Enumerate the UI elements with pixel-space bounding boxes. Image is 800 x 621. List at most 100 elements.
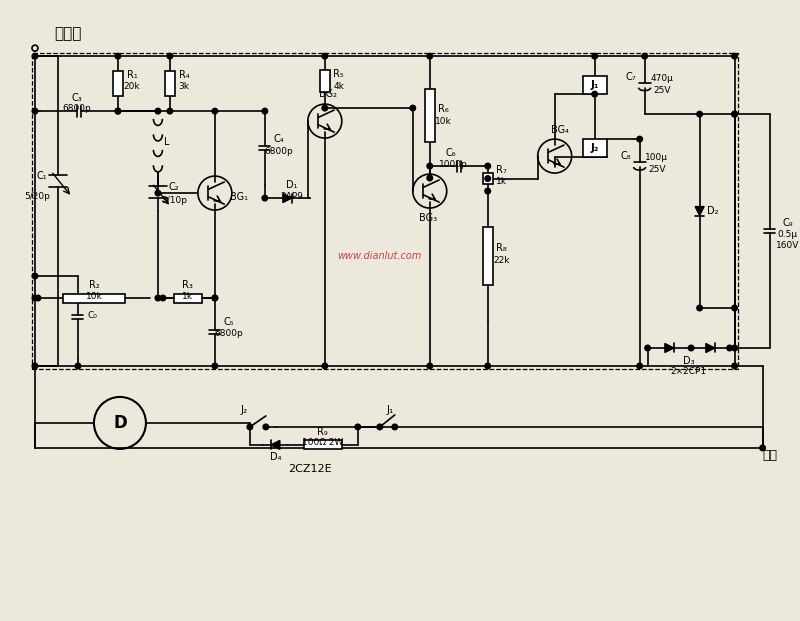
- Text: 0.5µ: 0.5µ: [778, 230, 798, 238]
- Bar: [32, 53, 738, 369]
- Text: C₇: C₇: [626, 72, 636, 82]
- Text: 25V: 25V: [648, 165, 666, 174]
- Text: R₆: R₆: [438, 104, 449, 114]
- Text: C₀: C₀: [87, 312, 97, 320]
- Text: 火线: 火线: [762, 450, 777, 463]
- Circle shape: [592, 53, 598, 59]
- Bar: [425, 89, 434, 142]
- Circle shape: [427, 175, 433, 181]
- Circle shape: [322, 53, 328, 59]
- Text: C₃: C₃: [71, 93, 82, 103]
- Text: 6800p: 6800p: [62, 104, 91, 112]
- Circle shape: [212, 295, 218, 301]
- Circle shape: [697, 305, 702, 310]
- Circle shape: [355, 424, 361, 430]
- Text: 2AP9: 2AP9: [280, 191, 302, 201]
- Text: 1k: 1k: [182, 291, 194, 301]
- Circle shape: [392, 424, 398, 430]
- Text: D₃: D₃: [683, 356, 694, 366]
- Text: C₉: C₉: [782, 218, 793, 228]
- Text: 100Ω 2W: 100Ω 2W: [302, 438, 343, 447]
- Text: C₄: C₄: [274, 134, 284, 144]
- Circle shape: [160, 295, 166, 301]
- Circle shape: [167, 108, 173, 114]
- Bar: [174, 294, 202, 302]
- Text: 3/10p: 3/10p: [161, 196, 187, 204]
- Text: 25V: 25V: [653, 86, 670, 94]
- Text: 100µ: 100µ: [645, 153, 668, 162]
- Circle shape: [485, 188, 490, 194]
- Text: R₄: R₄: [178, 70, 190, 79]
- Bar: [63, 294, 125, 302]
- Circle shape: [115, 108, 121, 114]
- Text: R₁: R₁: [126, 70, 138, 79]
- Text: J₂: J₂: [590, 143, 599, 153]
- Circle shape: [322, 106, 328, 111]
- Text: D₄: D₄: [270, 452, 281, 462]
- Text: D₁: D₁: [286, 180, 297, 190]
- Circle shape: [637, 363, 642, 369]
- Circle shape: [262, 195, 268, 201]
- Text: D₂: D₂: [707, 206, 718, 216]
- Circle shape: [167, 53, 173, 59]
- Circle shape: [32, 295, 38, 301]
- Circle shape: [212, 108, 218, 114]
- Circle shape: [732, 305, 738, 310]
- Circle shape: [688, 345, 694, 351]
- Text: R₇: R₇: [496, 165, 507, 175]
- Circle shape: [263, 424, 269, 430]
- Text: 1k: 1k: [496, 177, 507, 186]
- Text: C₅: C₅: [224, 317, 234, 327]
- Circle shape: [760, 445, 766, 451]
- Circle shape: [427, 163, 433, 169]
- Text: D: D: [113, 414, 127, 432]
- Polygon shape: [706, 343, 715, 353]
- Circle shape: [642, 53, 647, 59]
- Circle shape: [732, 111, 738, 117]
- Text: www.dianlut.com: www.dianlut.com: [338, 251, 422, 261]
- Bar: [113, 71, 123, 96]
- Circle shape: [35, 295, 41, 301]
- Circle shape: [427, 53, 433, 59]
- Text: 1000p: 1000p: [439, 160, 468, 168]
- Text: J₁: J₁: [590, 80, 599, 90]
- Text: 5/20p: 5/20p: [24, 191, 50, 201]
- Circle shape: [32, 273, 38, 279]
- Text: 470µ: 470µ: [650, 74, 673, 83]
- Circle shape: [155, 108, 161, 114]
- Text: C₈: C₈: [620, 150, 631, 161]
- Circle shape: [645, 345, 650, 351]
- Circle shape: [32, 53, 38, 59]
- Text: C₂: C₂: [169, 182, 179, 192]
- Text: 2CZ12E: 2CZ12E: [289, 464, 332, 474]
- Text: BG₁: BG₁: [230, 192, 248, 202]
- Bar: [582, 139, 606, 157]
- Circle shape: [732, 363, 738, 369]
- Circle shape: [155, 190, 161, 196]
- Circle shape: [115, 108, 121, 114]
- Circle shape: [75, 363, 81, 369]
- Circle shape: [427, 363, 433, 369]
- Circle shape: [155, 295, 161, 301]
- Polygon shape: [271, 440, 280, 450]
- Circle shape: [212, 295, 218, 301]
- Text: 10k: 10k: [435, 117, 452, 125]
- Circle shape: [212, 363, 218, 369]
- Text: 160V: 160V: [776, 240, 799, 250]
- Text: C₁: C₁: [37, 171, 47, 181]
- Circle shape: [726, 345, 732, 351]
- Circle shape: [262, 108, 268, 114]
- Circle shape: [732, 53, 738, 59]
- Circle shape: [410, 106, 415, 111]
- Text: J₂: J₂: [240, 405, 247, 415]
- Bar: [165, 71, 175, 96]
- Text: C₆: C₆: [446, 148, 456, 158]
- Polygon shape: [695, 207, 704, 215]
- Text: 4k: 4k: [334, 81, 344, 91]
- Circle shape: [32, 108, 38, 114]
- Text: BG₃: BG₃: [418, 213, 437, 223]
- Text: R₅: R₅: [334, 69, 344, 79]
- Text: 22k: 22k: [494, 255, 510, 265]
- Bar: [482, 227, 493, 285]
- Text: 2×2CP1: 2×2CP1: [670, 368, 706, 376]
